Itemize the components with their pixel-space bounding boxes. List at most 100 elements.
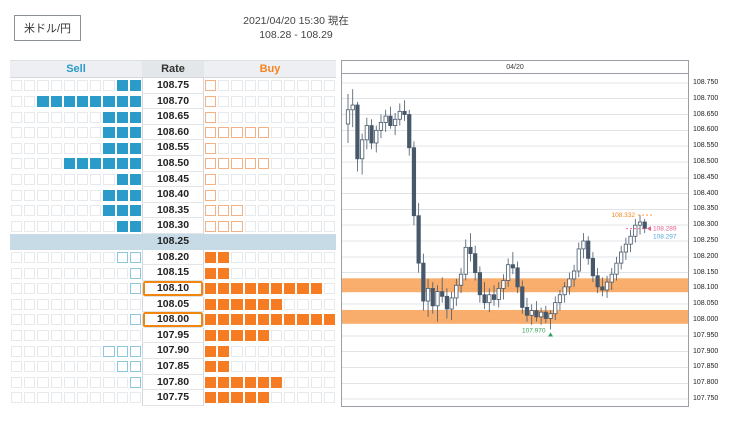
sell-depth-cell [103, 127, 115, 139]
candle-body [435, 291, 440, 307]
sell-depth-cell [24, 220, 36, 232]
buy-depth-cell [244, 392, 256, 404]
rate-cell[interactable]: 108.45 [142, 171, 204, 188]
price-axis-label: 108.200 [693, 252, 719, 260]
rate-cell[interactable]: 108.55 [142, 140, 204, 157]
sell-depth-cell [116, 392, 128, 404]
low-marker-icon [548, 332, 554, 337]
candle-body [477, 272, 482, 296]
buy-depth-cell [270, 267, 283, 279]
price-axis-label: 108.150 [693, 268, 719, 276]
rate-cell[interactable]: 108.65 [142, 109, 204, 125]
sell-depth-cell [76, 80, 89, 92]
chart-plot-box: 04/20 108.332 108.289 108.297 107.970 [341, 60, 689, 407]
rate-cell[interactable]: 108.35 [142, 202, 204, 219]
rate-cell-order-marked[interactable]: 108.00 [142, 312, 204, 328]
buy-depth-cell [244, 314, 256, 326]
sell-depth-cell [50, 158, 62, 170]
rate-cell[interactable]: 108.75 [142, 78, 204, 94]
sell-depth-cells [10, 312, 142, 328]
buy-depth-cell [297, 142, 309, 154]
rate-cell[interactable]: 108.60 [142, 124, 204, 141]
buy-depth-cells [204, 187, 336, 203]
depth-row: 107.85 [10, 358, 336, 375]
sell-depth-cell [50, 376, 62, 388]
rate-cell[interactable]: 108.50 [142, 156, 204, 172]
sell-depth-cell [129, 330, 141, 342]
instrument-selector[interactable]: 米ドル/円 [14, 15, 82, 41]
buy-depth-cell [231, 298, 243, 310]
buy-depth-cell [310, 345, 322, 357]
rate-cell[interactable]: 107.85 [142, 358, 204, 375]
sell-depth-cell [103, 392, 115, 404]
buy-depth-cell [270, 142, 283, 154]
candle-body [600, 286, 605, 291]
sell-depth-cell [63, 205, 75, 217]
sell-depth-cell [24, 267, 36, 279]
sell-depth-cell [76, 189, 89, 201]
sell-depth-cell [103, 205, 115, 217]
candle-body [397, 110, 402, 120]
buy-depth-cell [284, 205, 296, 217]
depth-row: 108.60 [10, 124, 336, 141]
chart-panel: 04/20 108.332 108.289 108.297 107.970 108.7… [341, 60, 737, 408]
candle-body [421, 262, 426, 302]
depth-row: 108.40 [10, 187, 336, 203]
sell-depth-cell [129, 298, 141, 310]
candle-body [374, 129, 379, 144]
buy-depth-cell [297, 127, 309, 139]
candle-body [628, 235, 633, 245]
sell-depth-cell [37, 314, 49, 326]
sell-depth-cell [90, 330, 102, 342]
rate-cell[interactable]: 108.30 [142, 218, 204, 235]
rate-cell[interactable]: 108.20 [142, 249, 204, 266]
buy-depth-cell [257, 361, 269, 373]
rate-cell[interactable]: 108.15 [142, 265, 204, 281]
buy-depth-cell [244, 142, 256, 154]
sell-depth-cells [10, 265, 142, 281]
buy-depth-cell [257, 283, 269, 295]
rate-cell-order-marked[interactable]: 108.10 [142, 280, 204, 297]
rate-cell[interactable]: 108.05 [142, 296, 204, 313]
sell-depth-cell [90, 252, 102, 263]
buy-depth-cell [257, 252, 269, 263]
sell-depth-cell [90, 314, 102, 326]
sell-depth-cell [76, 127, 89, 139]
sell-depth-cell [50, 345, 62, 357]
depth-row: 108.10 [10, 280, 336, 297]
rate-cell[interactable]: 108.25 [156, 235, 190, 248]
sell-depth-cell [11, 158, 23, 170]
sell-depth-cell [90, 376, 102, 388]
sell-depth-cell [37, 127, 49, 139]
sell-depth-cell [90, 189, 102, 201]
candle-body [553, 302, 558, 315]
sell-depth-cell [129, 80, 141, 92]
buy-depth-cell [310, 158, 322, 170]
buy-depth-cell [244, 252, 256, 263]
sell-depth-cell [116, 95, 128, 107]
buy-depth-cell [284, 330, 296, 342]
rate-cell[interactable]: 107.95 [142, 327, 204, 344]
buy-depth-cell [284, 80, 296, 92]
buy-depth-cell [310, 314, 322, 326]
buy-depth-cell [205, 205, 217, 217]
buy-depth-cell [218, 158, 230, 170]
sell-depth-cell [63, 392, 75, 404]
sell-depth-cells [10, 375, 142, 391]
candle-body [501, 280, 506, 289]
sell-depth-cells [10, 297, 142, 313]
sell-depth-cell [63, 95, 75, 107]
buy-depth-cell [284, 345, 296, 357]
buy-depth-cell [270, 95, 283, 107]
rate-cell[interactable]: 108.40 [142, 187, 204, 203]
buy-depth-cell [297, 158, 309, 170]
rate-cell[interactable]: 107.90 [142, 343, 204, 359]
buy-depth-cell [284, 252, 296, 263]
sell-depth-cell [103, 252, 115, 263]
sell-depth-cell [129, 220, 141, 232]
rate-cell[interactable]: 107.80 [142, 374, 204, 391]
depth-rows: 108.75 108.70 108.65 108.60 108.55 108.50 108.… [10, 78, 336, 406]
rate-cell[interactable]: 107.75 [142, 390, 204, 406]
rate-cell[interactable]: 108.70 [142, 93, 204, 110]
buy-depth-cell [231, 283, 243, 295]
